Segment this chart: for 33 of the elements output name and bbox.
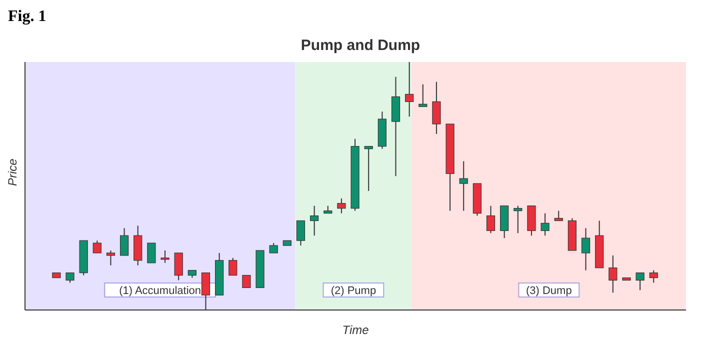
candlestick bbox=[405, 62, 414, 118]
candlestick bbox=[106, 250, 116, 266]
candlestick bbox=[649, 270, 658, 284]
candlestick bbox=[66, 272, 74, 284]
candlestick bbox=[432, 81, 441, 134]
candlestick bbox=[160, 250, 170, 264]
candlestick bbox=[540, 212, 550, 236]
candlestick bbox=[269, 242, 278, 254]
candlestick bbox=[636, 272, 644, 291]
candlestick bbox=[310, 205, 319, 236]
candlestick bbox=[364, 146, 373, 192]
candlestick bbox=[459, 160, 468, 212]
candlestick bbox=[418, 84, 428, 108]
candlestick bbox=[92, 240, 102, 254]
candlestick bbox=[147, 242, 156, 264]
candlestick bbox=[554, 210, 563, 222]
candlestick bbox=[514, 205, 522, 234]
y-axis-title: Price bbox=[5, 158, 20, 186]
candlestick bbox=[242, 274, 251, 288]
candlestick bbox=[296, 220, 306, 246]
candlestick bbox=[174, 252, 183, 281]
candlestick bbox=[581, 228, 590, 271]
annotation: (3) Dump bbox=[526, 285, 572, 297]
candlestick bbox=[228, 257, 238, 276]
annotation: (1) Accumulation bbox=[119, 285, 202, 297]
chart-title: Pump and Dump bbox=[300, 36, 422, 56]
candlestick bbox=[608, 254, 618, 294]
candlestick bbox=[486, 205, 496, 234]
caption: Fig. 1 bbox=[8, 8, 48, 27]
x-axis-title: Time bbox=[342, 323, 370, 337]
candlestick bbox=[337, 198, 346, 214]
candlestick bbox=[120, 228, 129, 256]
annotation: (2) Pump bbox=[330, 285, 376, 297]
